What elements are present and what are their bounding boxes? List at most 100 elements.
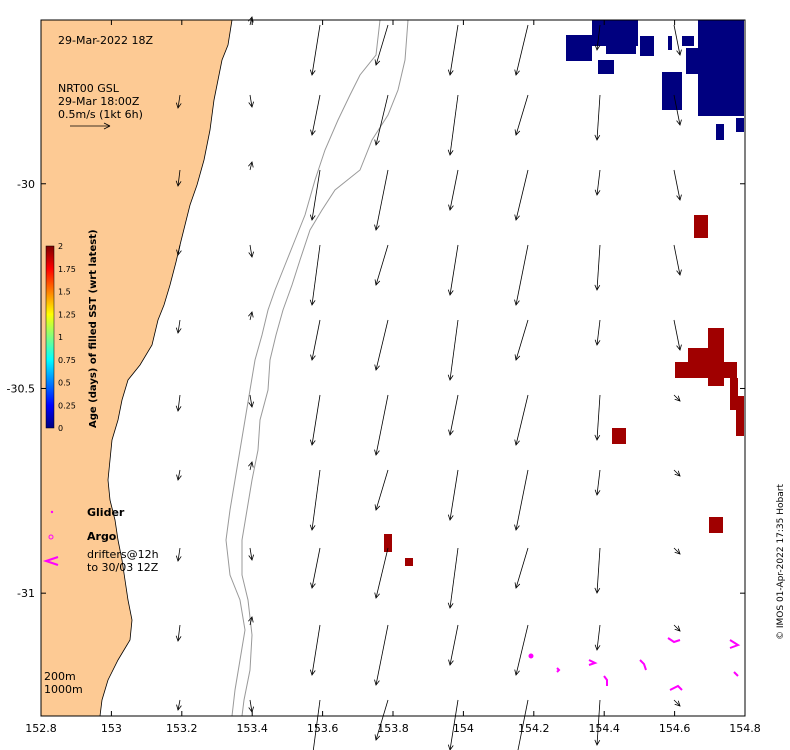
current-arrow — [374, 469, 389, 511]
x-tick-label: 152.8 — [25, 722, 57, 735]
current-legend-line1: NRT00 GSL — [58, 82, 119, 95]
current-arrow — [374, 319, 389, 371]
colorbar-tick-label: 2 — [58, 242, 63, 251]
current-arrow — [175, 94, 182, 109]
current-arrow — [673, 394, 681, 402]
current-arrow — [447, 699, 459, 750]
current-arrow — [448, 169, 459, 211]
y-tick-label: -31 — [17, 587, 35, 600]
current-arrow — [374, 94, 389, 146]
sst-cell — [698, 20, 744, 116]
sst-cells-fresh — [384, 215, 744, 566]
current-arrow — [248, 616, 254, 626]
drifter-mark — [667, 637, 681, 644]
x-tick-label: 154.4 — [588, 722, 620, 735]
colorbar-ramp — [45, 245, 55, 429]
current-arrow — [594, 624, 601, 651]
current-arrow — [514, 169, 529, 221]
current-arrow — [176, 244, 182, 256]
drifter-markers — [528, 637, 741, 691]
current-arrow — [175, 624, 182, 642]
current-arrow — [248, 547, 255, 561]
legend-argo: Argo — [87, 530, 117, 543]
isobath-label-1000m: 1000m — [44, 683, 83, 696]
y-tick-label: -30 — [17, 178, 35, 191]
current-arrow — [447, 94, 459, 156]
legend-arrow — [70, 122, 111, 130]
sst-cell — [709, 517, 723, 533]
sst-cell — [730, 378, 738, 410]
current-arrow — [514, 94, 529, 136]
x-tick-label: 154.8 — [729, 722, 761, 735]
current-arrow — [447, 547, 459, 609]
current-arrow — [374, 699, 389, 741]
current-arrow — [673, 624, 681, 632]
colorbar-tick-label: 0.5 — [58, 379, 71, 388]
current-arrow — [514, 244, 529, 306]
drifter-mark — [603, 675, 608, 686]
current-arrow — [309, 469, 321, 531]
sst-cell — [566, 35, 592, 61]
current-arrow — [594, 169, 601, 196]
sst-cell — [736, 118, 744, 132]
x-tick-label: 154.6 — [659, 722, 691, 735]
current-arrow — [175, 319, 182, 334]
current-arrow — [248, 94, 255, 108]
current-arrow — [514, 394, 529, 446]
sst-cell — [708, 328, 724, 386]
drifter-mark — [556, 667, 561, 673]
colorbar-tick-label: 1.5 — [58, 288, 71, 297]
drifter-mark — [588, 659, 598, 666]
current-arrow — [447, 319, 459, 381]
current-arrow — [514, 319, 529, 361]
current-arrow — [594, 547, 601, 594]
current-arrow — [312, 699, 321, 750]
sst-cell — [405, 558, 413, 566]
current-arrow — [594, 394, 601, 441]
colorbar-title: Age (days) of filled SST (wrt latest) — [88, 229, 99, 428]
glider-symbol — [50, 510, 54, 514]
drifter-mark — [733, 671, 739, 677]
current-arrow — [248, 311, 254, 321]
argo-symbol — [48, 534, 54, 540]
current-arrow — [673, 169, 682, 201]
current-arrow — [594, 94, 601, 141]
y-tick-label: -30.5 — [7, 382, 35, 395]
current-arrow — [310, 319, 321, 361]
current-arrow — [176, 469, 182, 481]
colorbar-tick-label: 0 — [58, 424, 63, 433]
current-arrow — [594, 24, 601, 51]
x-tick-label: 153.4 — [236, 722, 268, 735]
current-arrow — [673, 469, 681, 477]
current-arrow — [514, 469, 529, 531]
sst-cell — [640, 36, 654, 56]
colorbar-tick-label: 1.25 — [58, 310, 76, 319]
drifter-mark — [669, 684, 683, 691]
current-arrow — [176, 699, 182, 711]
drifter-mark — [729, 639, 741, 649]
current-arrow — [248, 244, 255, 258]
current-arrow — [673, 699, 681, 707]
current-arrow — [310, 547, 321, 589]
current-arrow — [374, 547, 389, 599]
sst-cells-old — [566, 20, 744, 140]
current-arrow — [673, 24, 682, 56]
current-arrow — [594, 244, 601, 291]
land-mass — [40, 19, 233, 717]
current-legend-line2: 29-Mar 18:00Z — [58, 95, 140, 108]
current-arrow — [673, 94, 682, 126]
current-arrow — [673, 244, 682, 276]
current-arrow — [248, 461, 254, 471]
sst-cell — [716, 124, 724, 140]
current-arrow — [594, 469, 601, 496]
x-tick-label: 154.2 — [518, 722, 550, 735]
drifter-symbol — [42, 556, 59, 566]
legend-glider: Glider — [87, 506, 125, 519]
x-tick-label: 154 — [453, 722, 474, 735]
colorbar: 0 0.25 0.5 0.75 1 1.25 1.5 1.75 2 — [45, 242, 76, 433]
x-tick-label: 153.8 — [377, 722, 409, 735]
sst-cell — [675, 362, 737, 378]
sst-cell — [682, 36, 694, 46]
current-arrow — [309, 24, 321, 76]
